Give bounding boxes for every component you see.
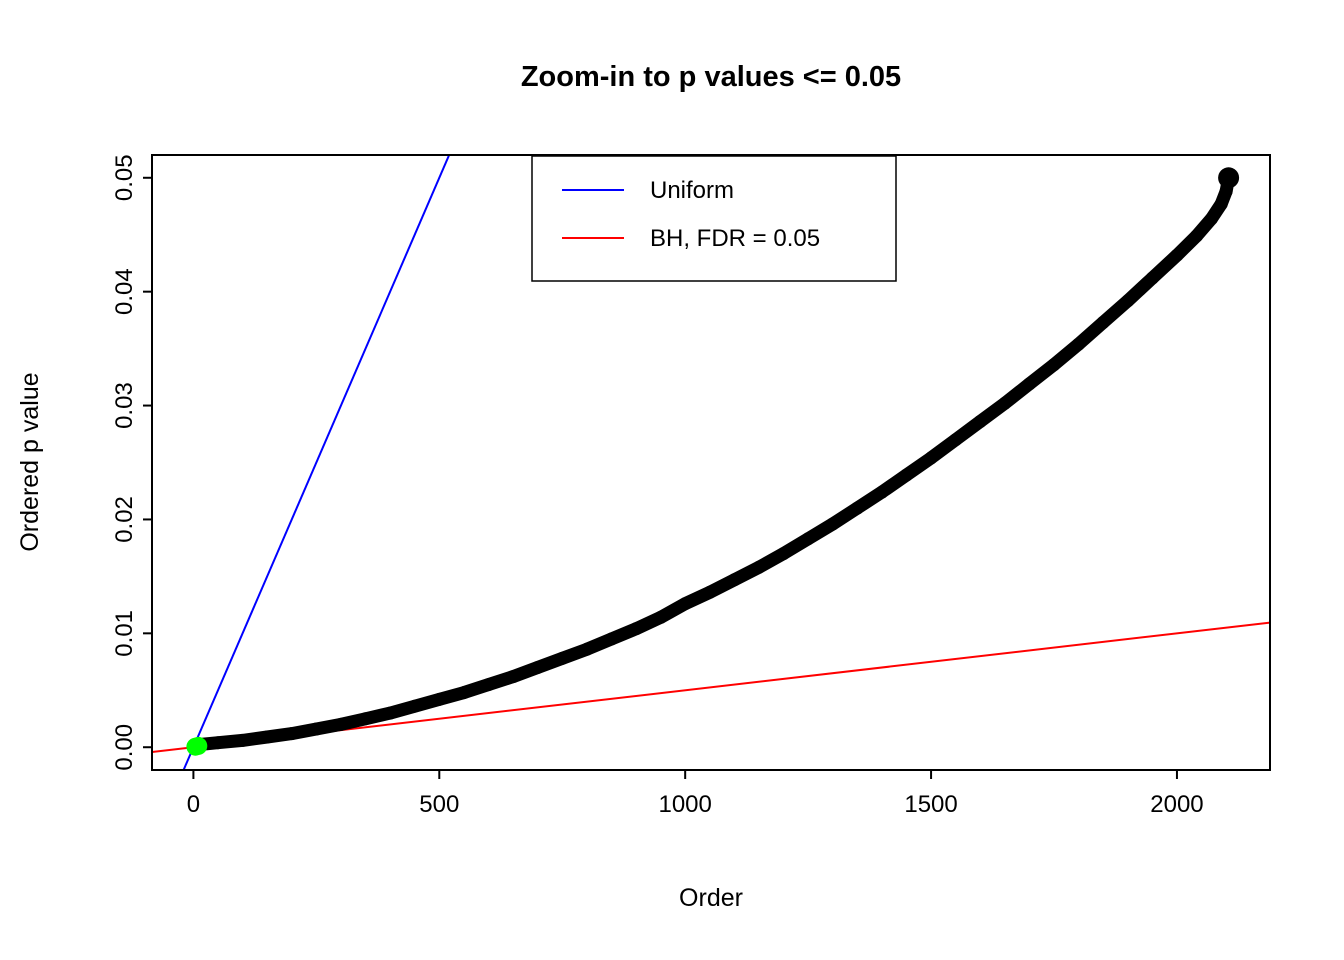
x-tick-label: 0 [187,791,200,818]
x-axis-ticks: 0 500 1000 1500 2000 [187,770,1204,818]
y-tick-label: 0.00 [111,724,138,771]
x-tick-label: 1000 [658,791,711,818]
series-point-ordered-p-values [1218,167,1240,189]
series-point-ordered-p-values [678,597,692,611]
series-point-ordered-p-values [260,730,274,744]
y-axis-ticks: 0.00 0.01 0.02 0.03 0.04 0.05 [111,154,152,771]
series-point-ordered-p-values [604,632,618,646]
series-point-ordered-p-values [801,532,815,546]
series-point-ordered-p-values [457,686,471,700]
series-point-ordered-p-values [359,712,372,726]
series-band-ordered-p-values [189,171,1236,752]
series-point-ordered-p-values [998,396,1012,410]
series-point-ordered-p-values [285,727,299,741]
series-point-ordered-p-values [875,485,889,499]
series-point-ordered-p-values [1214,197,1228,211]
series-line-uniform [182,155,451,770]
series-point-ordered-p-values [309,722,323,736]
series-point-ordered-p-values [924,451,938,465]
series-point-ordered-p-values [703,585,717,599]
x-tick-label: 500 [419,791,459,818]
series-point-ordered-p-values [1190,229,1204,243]
y-axis-label: Ordered p value [16,372,44,551]
series-point-ordered-p-values [654,610,668,624]
series-point-ordered-p-values [531,661,545,674]
series-point-ordered-p-values [752,560,766,574]
series-layer [152,155,1270,770]
series-point-ordered-p-values [580,642,594,656]
series-point-ordered-p-values [1204,212,1218,226]
y-tick-label: 0.04 [111,268,138,315]
legend-box [531,155,897,282]
y-tick-label: 0.02 [111,496,138,543]
series-point-ordered-p-values [334,717,348,731]
series-point-ordered-p-values [1096,315,1110,329]
y-tick-label: 0.05 [111,154,138,201]
series-point-ordered-p-values [1047,358,1061,372]
series-point-ordered-p-values [949,433,963,447]
series-point-ordered-p-values [383,706,397,720]
x-tick-label: 2000 [1150,791,1203,818]
series-point-ordered-p-values [777,547,790,561]
series-point-ordered-p-values [1072,337,1086,351]
series-point-ordered-p-values [236,733,250,747]
series-point-ordered-p-values [826,517,840,531]
series-point-ordered-p-values [1022,377,1036,391]
legend: Uniform BH, FDR = 0.05 [531,155,897,282]
series-point-ordered-p-values [432,692,446,706]
series-point-ordered-p-values [850,501,864,515]
series-point-ordered-p-values [973,415,987,428]
legend-label-uniform: Uniform [650,177,734,204]
series-point-bh-significant [189,736,208,755]
plot-border [151,154,1271,771]
chart-title: Zoom-in to p values <= 0.05 [521,61,901,93]
series-point-ordered-p-values [629,622,643,636]
series-point-ordered-p-values [408,699,422,713]
series-point-ordered-p-values [1170,248,1184,262]
series-point-ordered-p-values [211,736,225,750]
legend-label-bh: BH, FDR = 0.05 [650,225,820,252]
series-point-ordered-p-values [555,651,569,665]
series-point-ordered-p-values [506,670,520,684]
x-tick-label: 1500 [904,791,957,818]
series-point-ordered-p-values [482,678,495,692]
y-tick-label: 0.03 [111,382,138,429]
series-point-ordered-p-values [727,573,741,587]
y-tick-label: 0.01 [111,610,138,657]
series-point-ordered-p-values [900,468,913,482]
series-point-ordered-p-values [1121,294,1135,308]
x-axis-label: Order [679,884,743,912]
series-point-ordered-p-values [1145,271,1159,285]
